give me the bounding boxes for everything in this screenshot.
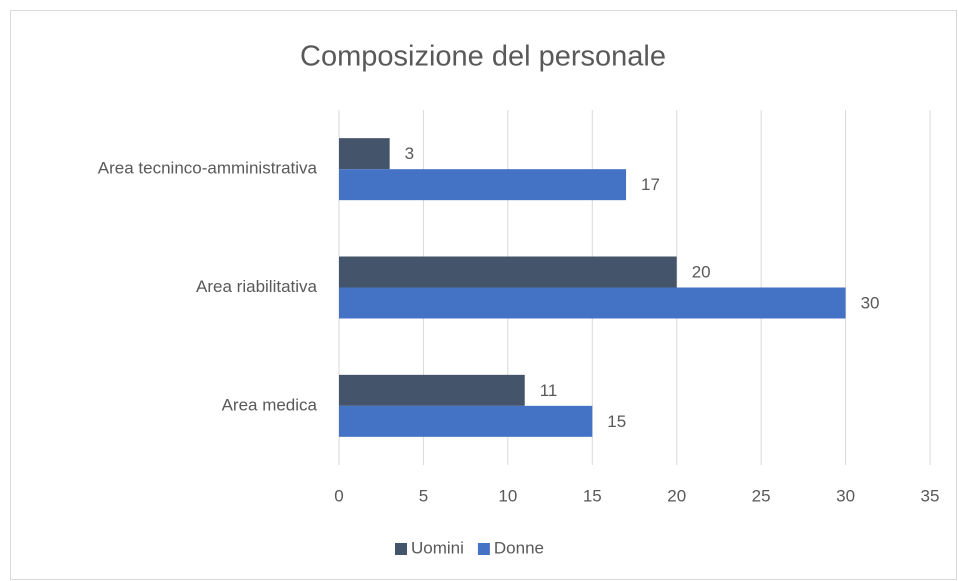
bar [339,169,627,201]
y-tick-label: Area medica [222,395,318,414]
x-tick-label: 5 [419,486,428,505]
chart-title: Composizione del personale [300,41,666,73]
legend-label: Uomini [411,538,464,557]
data-label: 11 [540,381,558,400]
x-tick-label: 15 [583,486,602,505]
data-label: 3 [405,144,414,163]
legend-swatch [395,543,407,555]
y-tick-label: Area tecninco-amministrativa [98,159,318,178]
bar [339,405,593,437]
y-tick-label: Area riabilitativa [196,277,317,296]
data-label: 30 [861,293,880,312]
bar [339,374,525,406]
x-tick-label: 30 [836,486,855,505]
legend-label: Donne [494,538,544,557]
data-label: 15 [607,412,626,431]
x-tick-label: 35 [921,486,940,505]
data-label: 20 [692,262,711,281]
x-tick-label: 0 [334,486,343,505]
bar [339,256,677,288]
x-tick-label: 20 [667,486,686,505]
bar [339,287,846,319]
bar [339,138,390,170]
x-tick-label: 25 [752,486,771,505]
data-label: 17 [641,175,660,194]
x-tick-label: 10 [498,486,517,505]
legend-swatch [477,543,490,555]
